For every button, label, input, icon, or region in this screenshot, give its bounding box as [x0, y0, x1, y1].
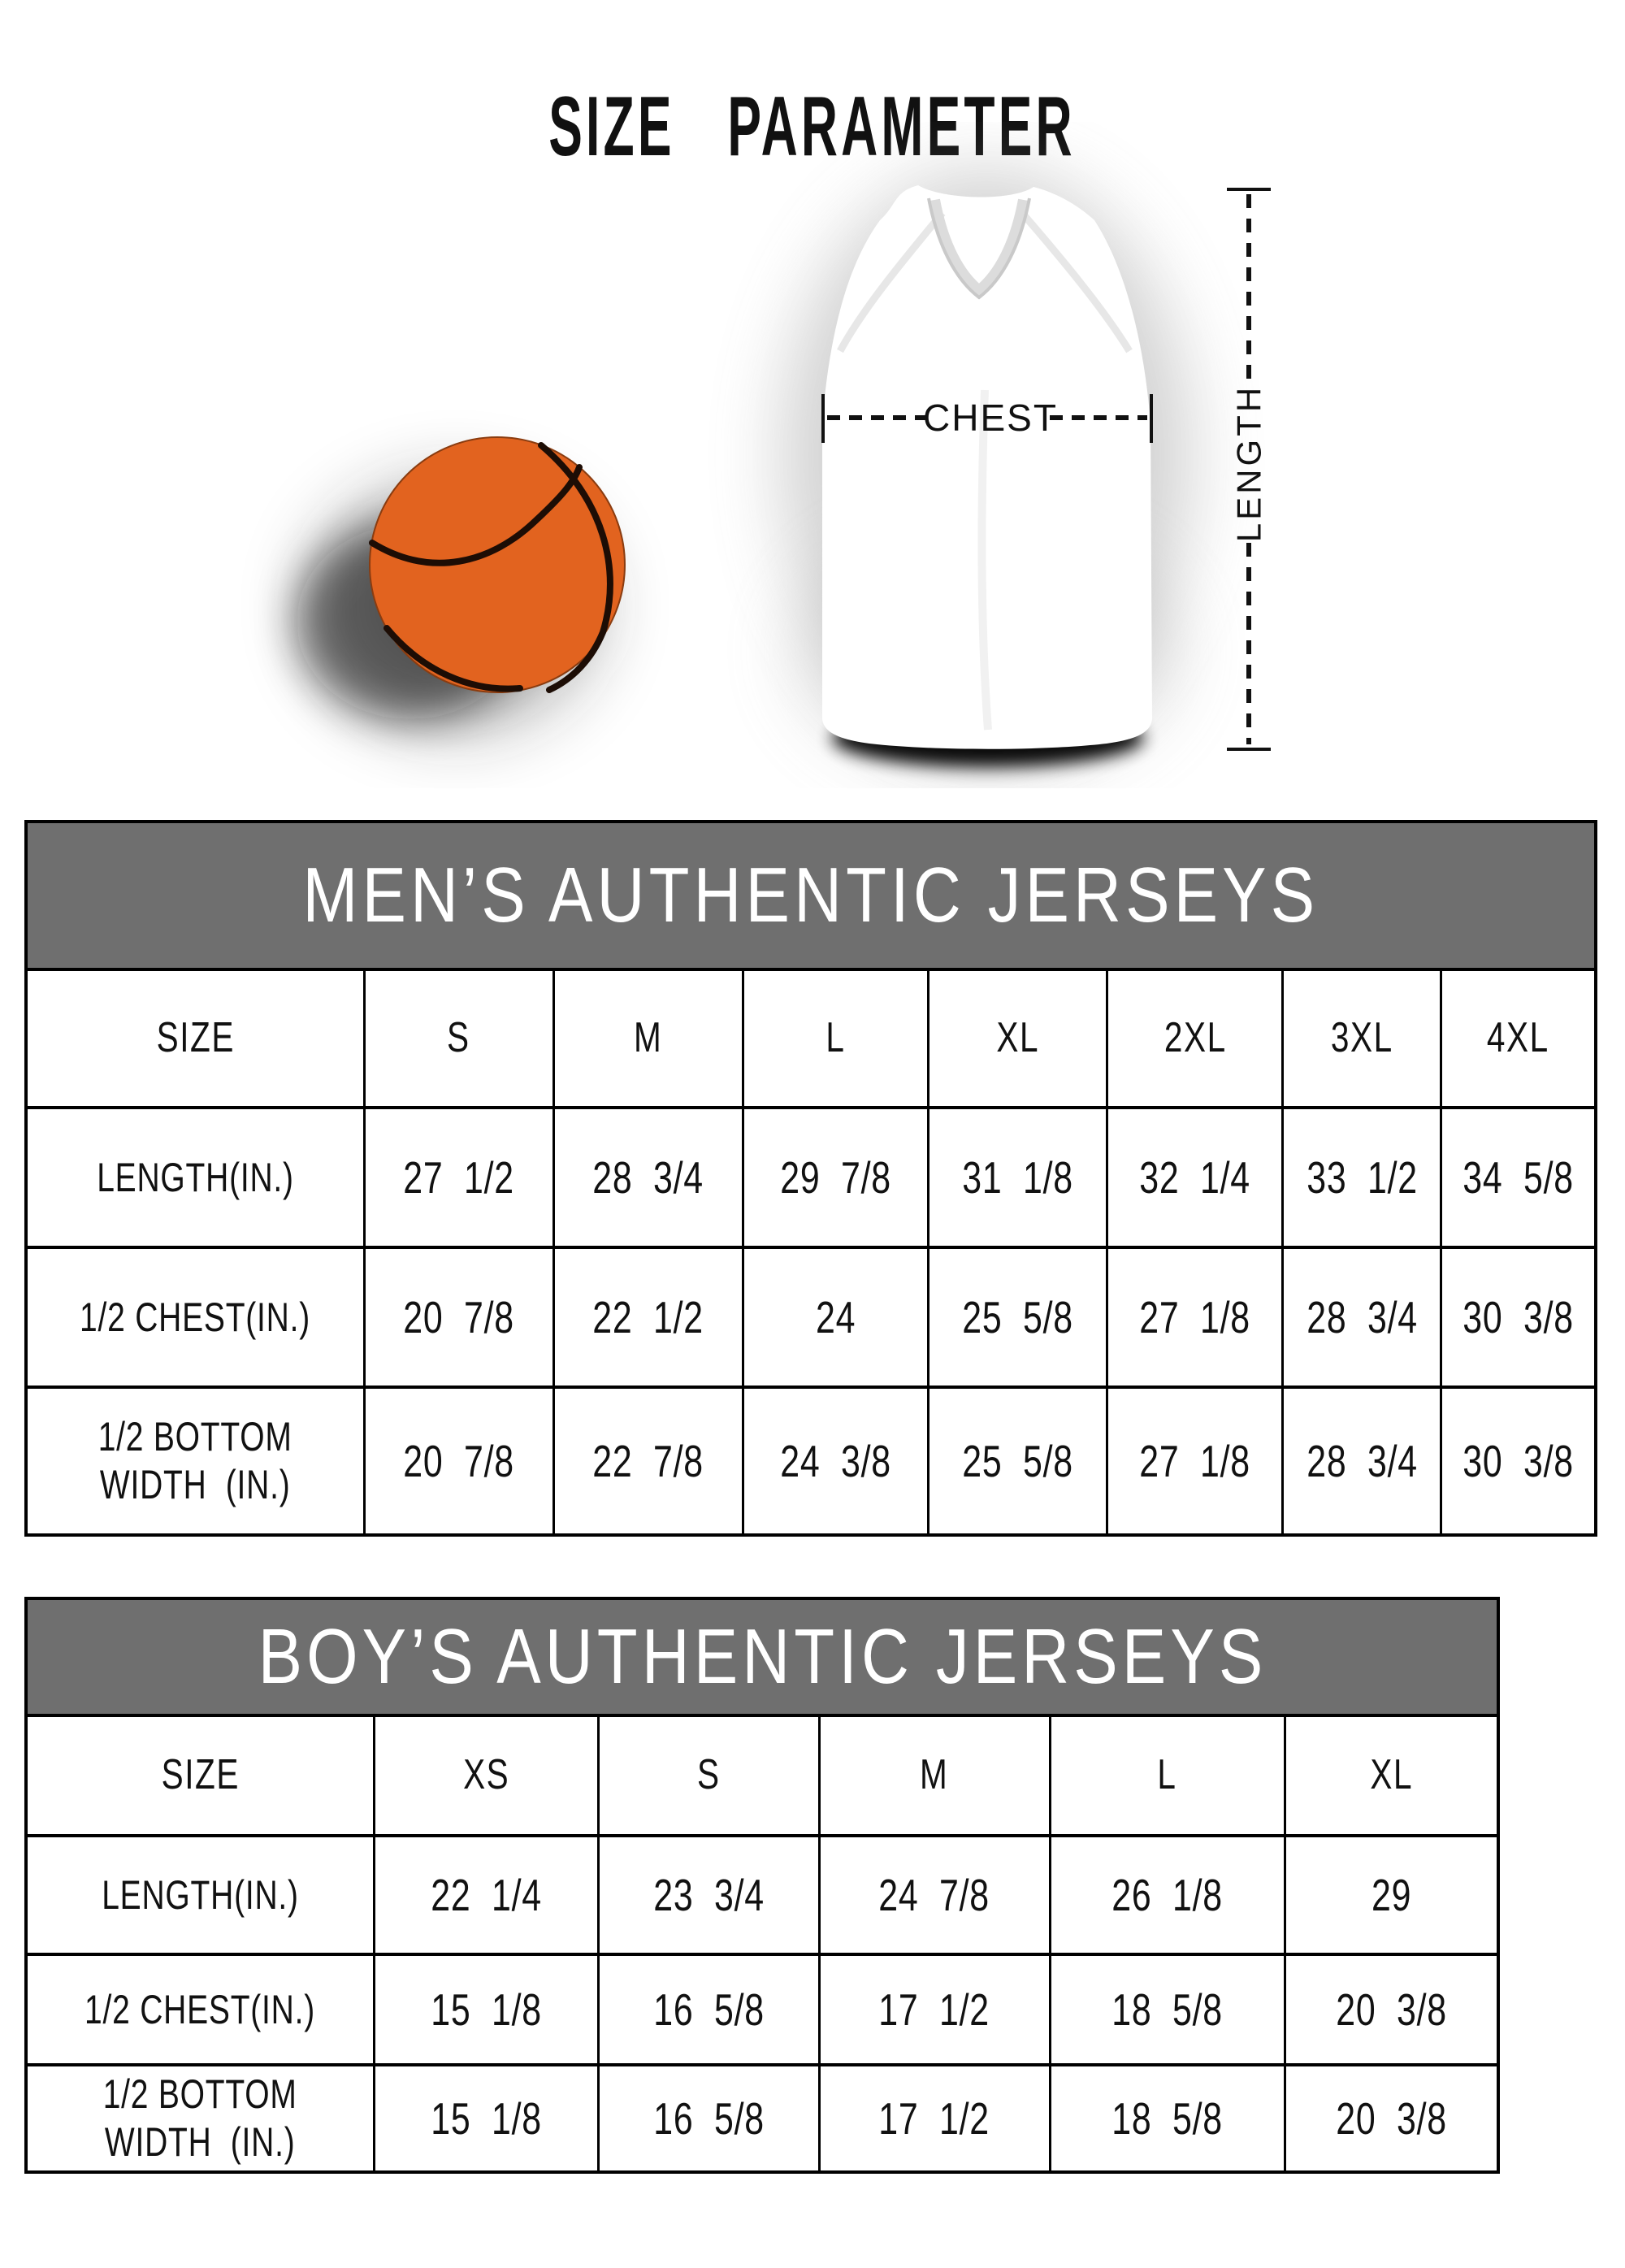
- value-cell: 24 3/8: [742, 1389, 927, 1533]
- row-label: LENGTH(IN.): [96, 1154, 294, 1200]
- size-header-cell: SIZE: [156, 1014, 235, 1062]
- size-col-3xl: 3XL: [1281, 971, 1440, 1106]
- value-cell: 34 5/8: [1440, 1109, 1594, 1246]
- size-col-2xl: 2XL: [1106, 971, 1281, 1106]
- chest-measure-line: [821, 394, 1153, 443]
- size-col-l: L: [742, 971, 927, 1106]
- value-cell: 27 1/8: [1106, 1389, 1281, 1533]
- value-cell: 28 3/4: [1281, 1249, 1440, 1386]
- value-cell: 17 1/2: [817, 1956, 1049, 2063]
- value-cell: 22 1/2: [552, 1249, 742, 1386]
- value-cell: 20 7/8: [362, 1249, 552, 1386]
- row-label: LENGTH(IN.): [102, 1871, 299, 1918]
- value-cell: 29 7/8: [742, 1109, 927, 1246]
- value-cell: 20 3/8: [1283, 1956, 1497, 2063]
- value-cell: 32 1/4: [1106, 1109, 1281, 1246]
- value-cell: 30 3/8: [1440, 1389, 1594, 1533]
- size-col-4xl: 4XL: [1440, 971, 1594, 1106]
- value-cell: 20 3/8: [1283, 2066, 1497, 2170]
- value-cell: 31 1/8: [926, 1109, 1107, 1246]
- value-cell: 27 1/2: [362, 1109, 552, 1246]
- mens-size-table: MEN’S AUTHENTIC JERSEYS SIZE S M L XL 2X…: [24, 820, 1597, 1537]
- row-label: 1/2 CHEST(IN.): [80, 1294, 311, 1340]
- mens-length-row: LENGTH(IN.) 27 1/2 28 3/4 29 7/8 31 1/8 …: [28, 1106, 1594, 1246]
- value-cell: 29: [1283, 1837, 1497, 1953]
- value-cell: 22 1/4: [372, 1837, 598, 1953]
- mens-bottom-width-row: 1/2 BOTTOM WIDTH (IN.) 20 7/8 22 7/8 24 …: [28, 1386, 1594, 1533]
- boys-length-row: LENGTH(IN.) 22 1/4 23 3/4 24 7/8 26 1/8 …: [28, 1834, 1497, 1953]
- value-cell: 18 5/8: [1048, 2066, 1284, 2170]
- size-col-l: L: [1048, 1717, 1284, 1834]
- size-col-m: M: [817, 1717, 1049, 1834]
- chest-label: CHEST: [923, 397, 1058, 439]
- value-cell: 15 1/8: [372, 2066, 598, 2170]
- row-label: 1/2 CHEST(IN.): [84, 1986, 316, 2032]
- length-label: LENGTH: [1230, 384, 1268, 542]
- boys-table-title: BOY’S AUTHENTIC JERSEYS: [258, 1613, 1267, 1700]
- length-measure-line: [1227, 188, 1271, 751]
- value-cell: 25 5/8: [926, 1389, 1107, 1533]
- basketball-icon: [297, 436, 626, 727]
- value-cell: 20 7/8: [362, 1389, 552, 1533]
- page-title: SIZE PARAMETER: [0, 85, 1625, 169]
- value-cell: 22 7/8: [552, 1389, 742, 1533]
- value-cell: 26 1/8: [1048, 1837, 1284, 1953]
- value-cell: 16 5/8: [597, 1956, 817, 2063]
- mens-size-row: SIZE S M L XL 2XL 3XL 4XL: [28, 971, 1594, 1106]
- value-cell: 33 1/2: [1281, 1109, 1440, 1246]
- value-cell: 24 7/8: [817, 1837, 1049, 1953]
- boys-table-header: BOY’S AUTHENTIC JERSEYS: [28, 1600, 1497, 1717]
- value-cell: 25 5/8: [926, 1249, 1107, 1386]
- size-header-cell: SIZE: [161, 1751, 240, 1799]
- page-title-text: SIZE PARAMETER: [548, 79, 1077, 174]
- value-cell: 18 5/8: [1048, 1956, 1284, 2063]
- row-label: 1/2 BOTTOM WIDTH (IN.): [102, 2071, 297, 2165]
- mens-table-title: MEN’S AUTHENTIC JERSEYS: [302, 852, 1320, 939]
- boys-bottom-width-row: 1/2 BOTTOM WIDTH (IN.) 15 1/8 16 5/8 17 …: [28, 2063, 1497, 2170]
- value-cell: 17 1/2: [817, 2066, 1049, 2170]
- size-col-xl: XL: [1283, 1717, 1497, 1834]
- value-cell: 28 3/4: [1281, 1389, 1440, 1533]
- boys-size-row: SIZE XS S M L XL: [28, 1717, 1497, 1834]
- size-col-xl: XL: [926, 971, 1107, 1106]
- size-col-m: M: [552, 971, 742, 1106]
- size-col-s: S: [597, 1717, 817, 1834]
- mens-table-header: MEN’S AUTHENTIC JERSEYS: [28, 823, 1594, 971]
- boys-size-table: BOY’S AUTHENTIC JERSEYS SIZE XS S M L XL…: [24, 1597, 1500, 2174]
- value-cell: 28 3/4: [552, 1109, 742, 1246]
- value-cell: 16 5/8: [597, 2066, 817, 2170]
- value-cell: 15 1/8: [372, 1956, 598, 2063]
- value-cell: 24: [742, 1249, 927, 1386]
- value-cell: 30 3/8: [1440, 1249, 1594, 1386]
- boys-chest-row: 1/2 CHEST(IN.) 15 1/8 16 5/8 17 1/2 18 5…: [28, 1953, 1497, 2063]
- jersey-measurement-illustration: CHEST LENGTH: [297, 171, 1271, 772]
- row-label: 1/2 BOTTOM WIDTH (IN.): [98, 1414, 292, 1507]
- value-cell: 23 3/4: [597, 1837, 817, 1953]
- mens-chest-row: 1/2 CHEST(IN.) 20 7/8 22 1/2 24 25 5/8 2…: [28, 1246, 1594, 1386]
- value-cell: 27 1/8: [1106, 1249, 1281, 1386]
- size-col-s: S: [362, 971, 552, 1106]
- size-col-xs: XS: [372, 1717, 598, 1834]
- jersey-illustration: [783, 171, 1190, 772]
